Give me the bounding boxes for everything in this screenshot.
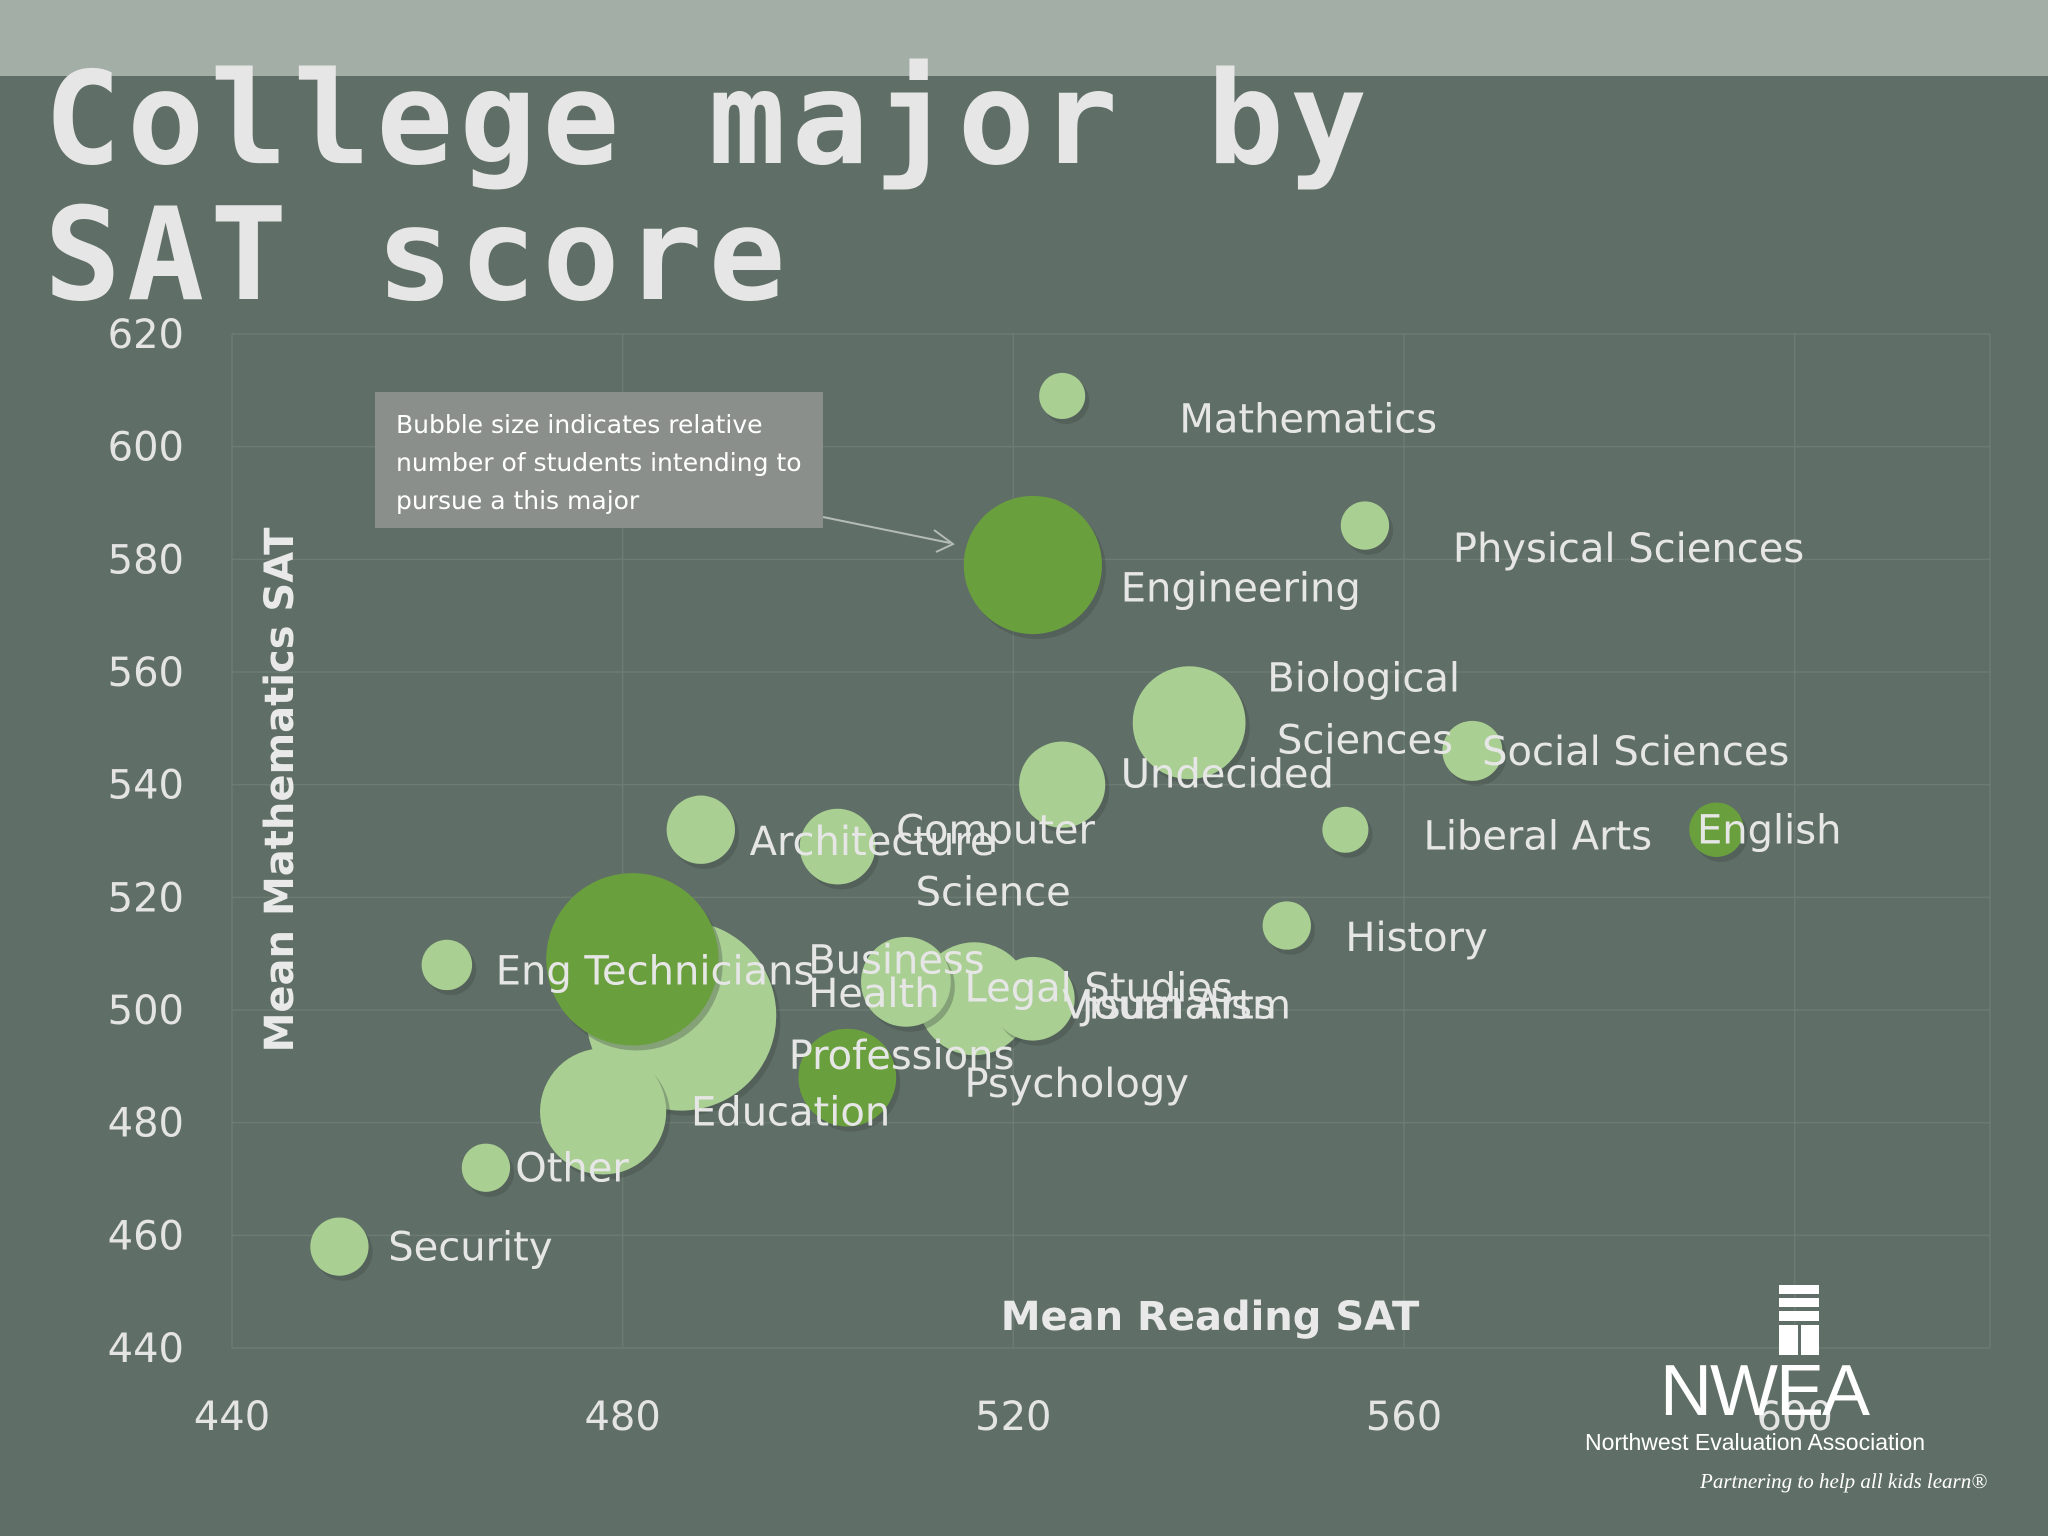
bubble-label-mathematics: Mathematics bbox=[1179, 397, 1437, 443]
bubble-label-social-sciences: Social Sciences bbox=[1482, 729, 1789, 775]
bubble-eng-technicians bbox=[421, 939, 473, 991]
bubble-label-liberal-arts: Liberal Arts bbox=[1424, 813, 1653, 859]
nwea-logo: NWEA Northwest Evaluation Association Pa… bbox=[1580, 1285, 2020, 1500]
bubble-label-physical-sciences: Physical Sciences bbox=[1453, 526, 1804, 572]
bubble-physical-sciences bbox=[1340, 501, 1390, 550]
y-tick-label: 500 bbox=[108, 988, 184, 1034]
bubble-english bbox=[1689, 802, 1744, 857]
y-tick-label: 580 bbox=[108, 537, 184, 583]
bubble-label-other: Other bbox=[515, 1146, 629, 1192]
bubble-education bbox=[540, 1048, 667, 1175]
bubble-other bbox=[461, 1143, 511, 1192]
bubble-mathematics bbox=[1039, 372, 1086, 420]
bubble-labels: Mathematics Physical Sciences Engineering B… bbox=[388, 397, 1841, 1271]
logo-name: NWEA bbox=[1660, 1351, 1870, 1431]
bubble-label-history: History bbox=[1345, 915, 1487, 961]
bubble-label-architecture: Architecture bbox=[750, 819, 995, 865]
bubble-legal-studies bbox=[860, 936, 951, 1027]
y-tick-label: 520 bbox=[108, 875, 184, 921]
x-tick-label: 600 bbox=[1756, 1394, 1832, 1440]
bubble-computer-science bbox=[1019, 741, 1106, 828]
bubble-architecture bbox=[799, 808, 876, 885]
bubble-label-security: Security bbox=[388, 1225, 552, 1271]
logo-full-name: Northwest Evaluation Association bbox=[1585, 1429, 1926, 1455]
bubble-label-legal-studies: Legal Studies bbox=[965, 965, 1233, 1011]
bubble-series bbox=[310, 372, 1748, 1281]
bubble-label-professions: Professions bbox=[789, 1033, 1015, 1079]
title-band bbox=[0, 0, 2048, 76]
bubble-security bbox=[310, 1217, 369, 1276]
y-tick-label: 440 bbox=[108, 1326, 184, 1372]
bubble-label-undecided: Undecided bbox=[1121, 751, 1334, 797]
annotation-arrow bbox=[822, 516, 955, 553]
y-tick-label: 600 bbox=[108, 425, 184, 471]
slide-title: College major by SAT score bbox=[44, 45, 1373, 330]
bubble-visual-arts bbox=[991, 956, 1075, 1041]
bubble-label-business: Business bbox=[808, 937, 984, 983]
x-axis-title: Mean Reading SAT bbox=[1001, 1294, 1420, 1340]
bubble-liberal-arts bbox=[1322, 806, 1369, 853]
bubble-size-annotation: Bubble size indicates relative number of… bbox=[375, 392, 823, 528]
y-tick-label: 540 bbox=[108, 763, 184, 809]
bubble-label-english: English bbox=[1697, 808, 1841, 854]
bubble-business bbox=[546, 873, 719, 1046]
bubble-label-engineering: Engineering bbox=[1121, 566, 1361, 612]
x-tick-label: 520 bbox=[975, 1394, 1051, 1440]
bubble-label-journalism: Journalism bbox=[1079, 982, 1291, 1028]
bubble-engineering bbox=[963, 495, 1102, 635]
bubble-architecture bbox=[666, 795, 735, 864]
y-tick-label: 620 bbox=[108, 312, 184, 358]
x-tick-label: 440 bbox=[194, 1394, 270, 1440]
bubble-label-health: Health bbox=[808, 971, 939, 1017]
y-tick-label: 560 bbox=[108, 650, 184, 696]
y-tick-label: 460 bbox=[108, 1213, 184, 1259]
bubble-history bbox=[1262, 901, 1311, 950]
bubble-label-psychology: Psychology bbox=[965, 1061, 1189, 1107]
bubble-social-sciences bbox=[1442, 720, 1503, 781]
bubble-label-education: Education bbox=[691, 1089, 890, 1135]
bubble-label-visual-arts: Visual Arts bbox=[1062, 982, 1274, 1028]
bubble-label-sciences: Sciences bbox=[1277, 718, 1453, 764]
x-tick-label: 480 bbox=[584, 1394, 660, 1440]
logo-tagline: Partnering to help all kids learn® bbox=[1700, 1469, 1988, 1493]
y-axis-title: Mean Mathematics SAT bbox=[257, 527, 303, 1052]
bubble-label-computer: Computer bbox=[896, 808, 1095, 854]
x-tick-label: 560 bbox=[1366, 1394, 1442, 1440]
y-tick-label: 480 bbox=[108, 1101, 184, 1147]
bubble-label-biological: Biological bbox=[1267, 656, 1460, 702]
bubble-biological-sciences bbox=[1132, 666, 1246, 780]
bubble-label-eng-technicians: Eng Technicians bbox=[496, 949, 815, 995]
axis-ticks: 440 460 480 500 520 540 560 580 600 620 440 480 520 5… bbox=[108, 312, 1833, 1440]
bubble-label-science: Science bbox=[916, 870, 1071, 916]
nwea-logo-mark bbox=[1779, 1285, 1819, 1355]
bubble-psychology bbox=[798, 1028, 897, 1127]
